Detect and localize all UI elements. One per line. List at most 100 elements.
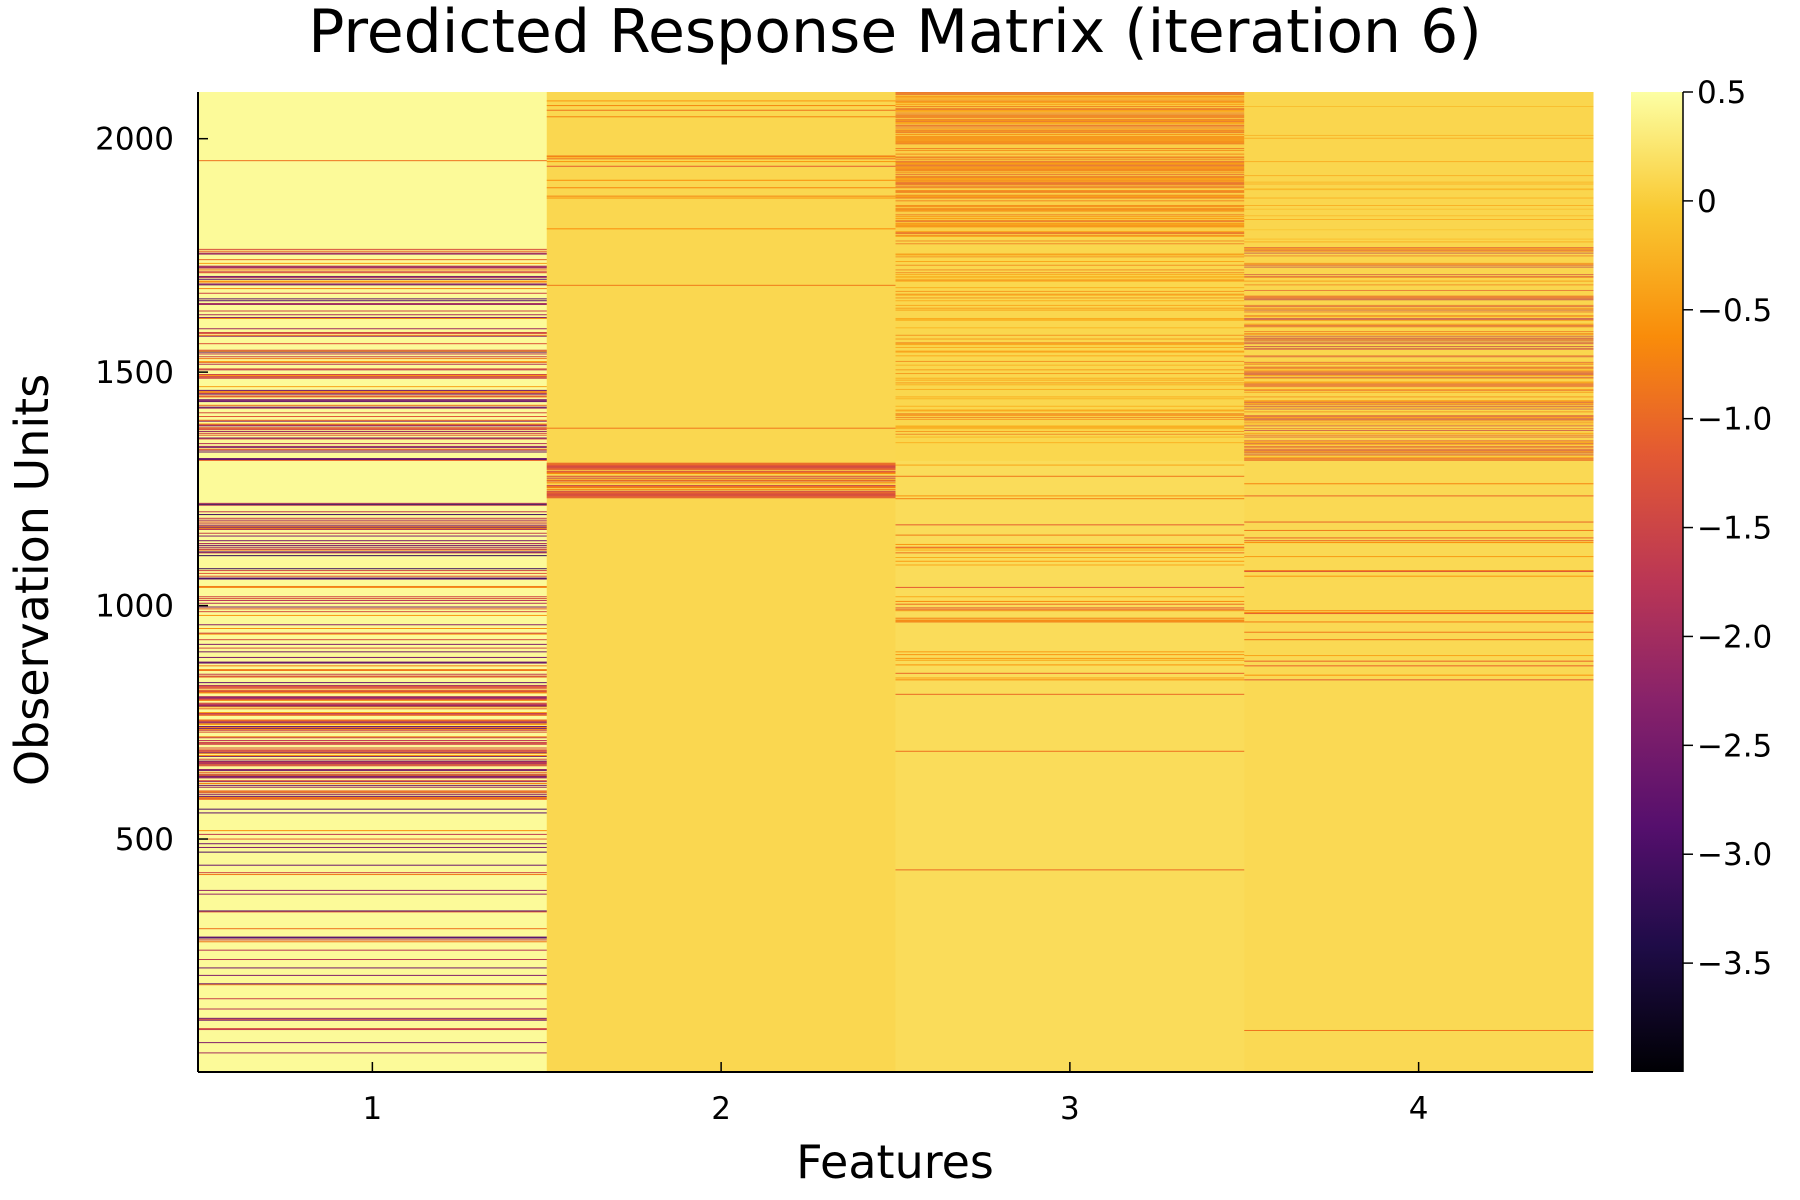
heatmap-stripe bbox=[198, 250, 548, 252]
heatmap-stripe bbox=[1244, 340, 1594, 342]
heatmap-stripe bbox=[198, 525, 548, 527]
heatmap-stripe bbox=[1244, 315, 1594, 317]
heatmap-stripe bbox=[198, 749, 548, 751]
heatmap-stripe bbox=[198, 393, 548, 395]
heatmap-stripe bbox=[895, 654, 1245, 656]
heatmap-stripe bbox=[198, 781, 548, 783]
heatmap-stripe bbox=[1244, 215, 1594, 217]
heatmap-stripe bbox=[1244, 444, 1594, 446]
heatmap-stripe bbox=[895, 287, 1245, 289]
colorbar-tick-label: −3.0 bbox=[1697, 837, 1772, 873]
colorbar-tick-label: −1.0 bbox=[1697, 402, 1772, 438]
heatmap-stripe bbox=[546, 488, 896, 490]
heatmap-stripe bbox=[1244, 137, 1594, 139]
heatmap-stripe bbox=[198, 698, 548, 700]
heatmap-stripe bbox=[1244, 665, 1594, 667]
heatmap-stripe bbox=[895, 156, 1245, 158]
heatmap-stripe bbox=[198, 451, 548, 453]
heatmap-stripe bbox=[198, 676, 548, 678]
heatmap-stripe bbox=[546, 493, 896, 495]
heatmap-stripe bbox=[198, 546, 548, 548]
heatmap-stripe bbox=[1244, 356, 1594, 358]
heatmap-stripe bbox=[895, 586, 1245, 588]
heatmap-stripe bbox=[546, 486, 896, 488]
heatmap-stripe bbox=[895, 92, 1245, 94]
heatmap-stripe bbox=[1244, 457, 1594, 459]
heatmap-stripe bbox=[198, 350, 548, 352]
heatmap-stripe bbox=[1244, 106, 1594, 108]
heatmap-stripe bbox=[198, 768, 548, 770]
heatmap-stripe bbox=[1244, 631, 1594, 633]
heatmap-stripe bbox=[1244, 400, 1594, 402]
heatmap-stripe bbox=[895, 294, 1245, 296]
heatmap-stripe bbox=[895, 464, 1245, 466]
heatmap-stripe bbox=[198, 780, 548, 782]
heatmap-stripe bbox=[895, 149, 1245, 151]
heatmap-stripe bbox=[198, 368, 548, 370]
heatmap-stripe bbox=[198, 794, 548, 796]
heatmap-stripe bbox=[895, 220, 1245, 222]
heatmap-stripe bbox=[198, 651, 548, 653]
heatmap-stripe bbox=[198, 712, 548, 714]
heatmap-stripe bbox=[1244, 361, 1594, 363]
heatmap-stripe bbox=[1244, 342, 1594, 344]
heatmap-stripe bbox=[198, 420, 548, 422]
heatmap-stripe bbox=[198, 331, 548, 333]
heatmap-stripe bbox=[198, 608, 548, 610]
heatmap-stripe bbox=[895, 138, 1245, 140]
heatmap-stripe bbox=[895, 224, 1245, 226]
heatmap-stripe bbox=[198, 843, 548, 845]
heatmap-stripe bbox=[198, 864, 548, 866]
heatmap-stripe bbox=[895, 183, 1245, 185]
heatmap-stripe bbox=[198, 303, 548, 305]
heatmap-stripe bbox=[1244, 309, 1594, 311]
heatmap-stripe bbox=[198, 395, 548, 397]
heatmap-stripe bbox=[198, 687, 548, 689]
heatmap-stripe bbox=[895, 234, 1245, 236]
heatmap-stripe bbox=[198, 656, 548, 658]
heatmap-stripe bbox=[895, 355, 1245, 357]
heatmap-stripe bbox=[895, 106, 1245, 108]
colorbar-tick-label: −1.5 bbox=[1697, 511, 1772, 547]
heatmap-stripe bbox=[895, 102, 1245, 104]
heatmap-stripe bbox=[198, 458, 548, 460]
heatmap-stripe bbox=[1244, 417, 1594, 419]
heatmap-stripe bbox=[1244, 208, 1594, 210]
heatmap-stripe bbox=[198, 390, 548, 392]
heatmap-stripe bbox=[895, 181, 1245, 183]
heatmap-stripe bbox=[198, 1008, 548, 1010]
heatmap-stripe bbox=[1244, 450, 1594, 452]
heatmap-stripe bbox=[1244, 319, 1594, 321]
heatmap-stripe bbox=[198, 502, 548, 504]
heatmap-stripe bbox=[1244, 542, 1594, 544]
heatmap-stripe bbox=[198, 458, 548, 460]
heatmap-stripe bbox=[895, 240, 1245, 242]
heatmap-stripe bbox=[895, 219, 1245, 221]
heatmap-stripe bbox=[1244, 521, 1594, 523]
heatmap-stripe bbox=[198, 670, 548, 672]
colorbar-tick-label: 0.5 bbox=[1697, 75, 1746, 111]
heatmap-stripe bbox=[198, 526, 548, 528]
heatmap-stripe bbox=[198, 386, 548, 388]
heatmap-stripe bbox=[895, 191, 1245, 193]
heatmap-stripe bbox=[198, 356, 548, 358]
heatmap-stripe bbox=[1244, 297, 1594, 299]
heatmap-stripe bbox=[895, 187, 1245, 189]
heatmap-stripe bbox=[1244, 299, 1594, 301]
heatmap-stripe bbox=[198, 762, 548, 764]
heatmap-stripe bbox=[198, 967, 548, 969]
heatmap-stripe bbox=[895, 603, 1245, 605]
heatmap-stripe bbox=[895, 384, 1245, 386]
heatmap-stripe bbox=[1244, 325, 1594, 327]
heatmap-stripe bbox=[1244, 384, 1594, 386]
heatmap-stripe bbox=[546, 116, 896, 118]
heatmap-stripe bbox=[1244, 241, 1594, 243]
heatmap-stripe bbox=[198, 643, 548, 645]
heatmap-stripe bbox=[895, 564, 1245, 566]
heatmap-stripe bbox=[198, 743, 548, 745]
heatmap-stripe bbox=[546, 479, 896, 481]
heatmap-stripe bbox=[895, 120, 1245, 122]
heatmap-stripe bbox=[198, 351, 548, 353]
heatmap-stripe bbox=[198, 726, 548, 728]
axes bbox=[197, 92, 1593, 1073]
